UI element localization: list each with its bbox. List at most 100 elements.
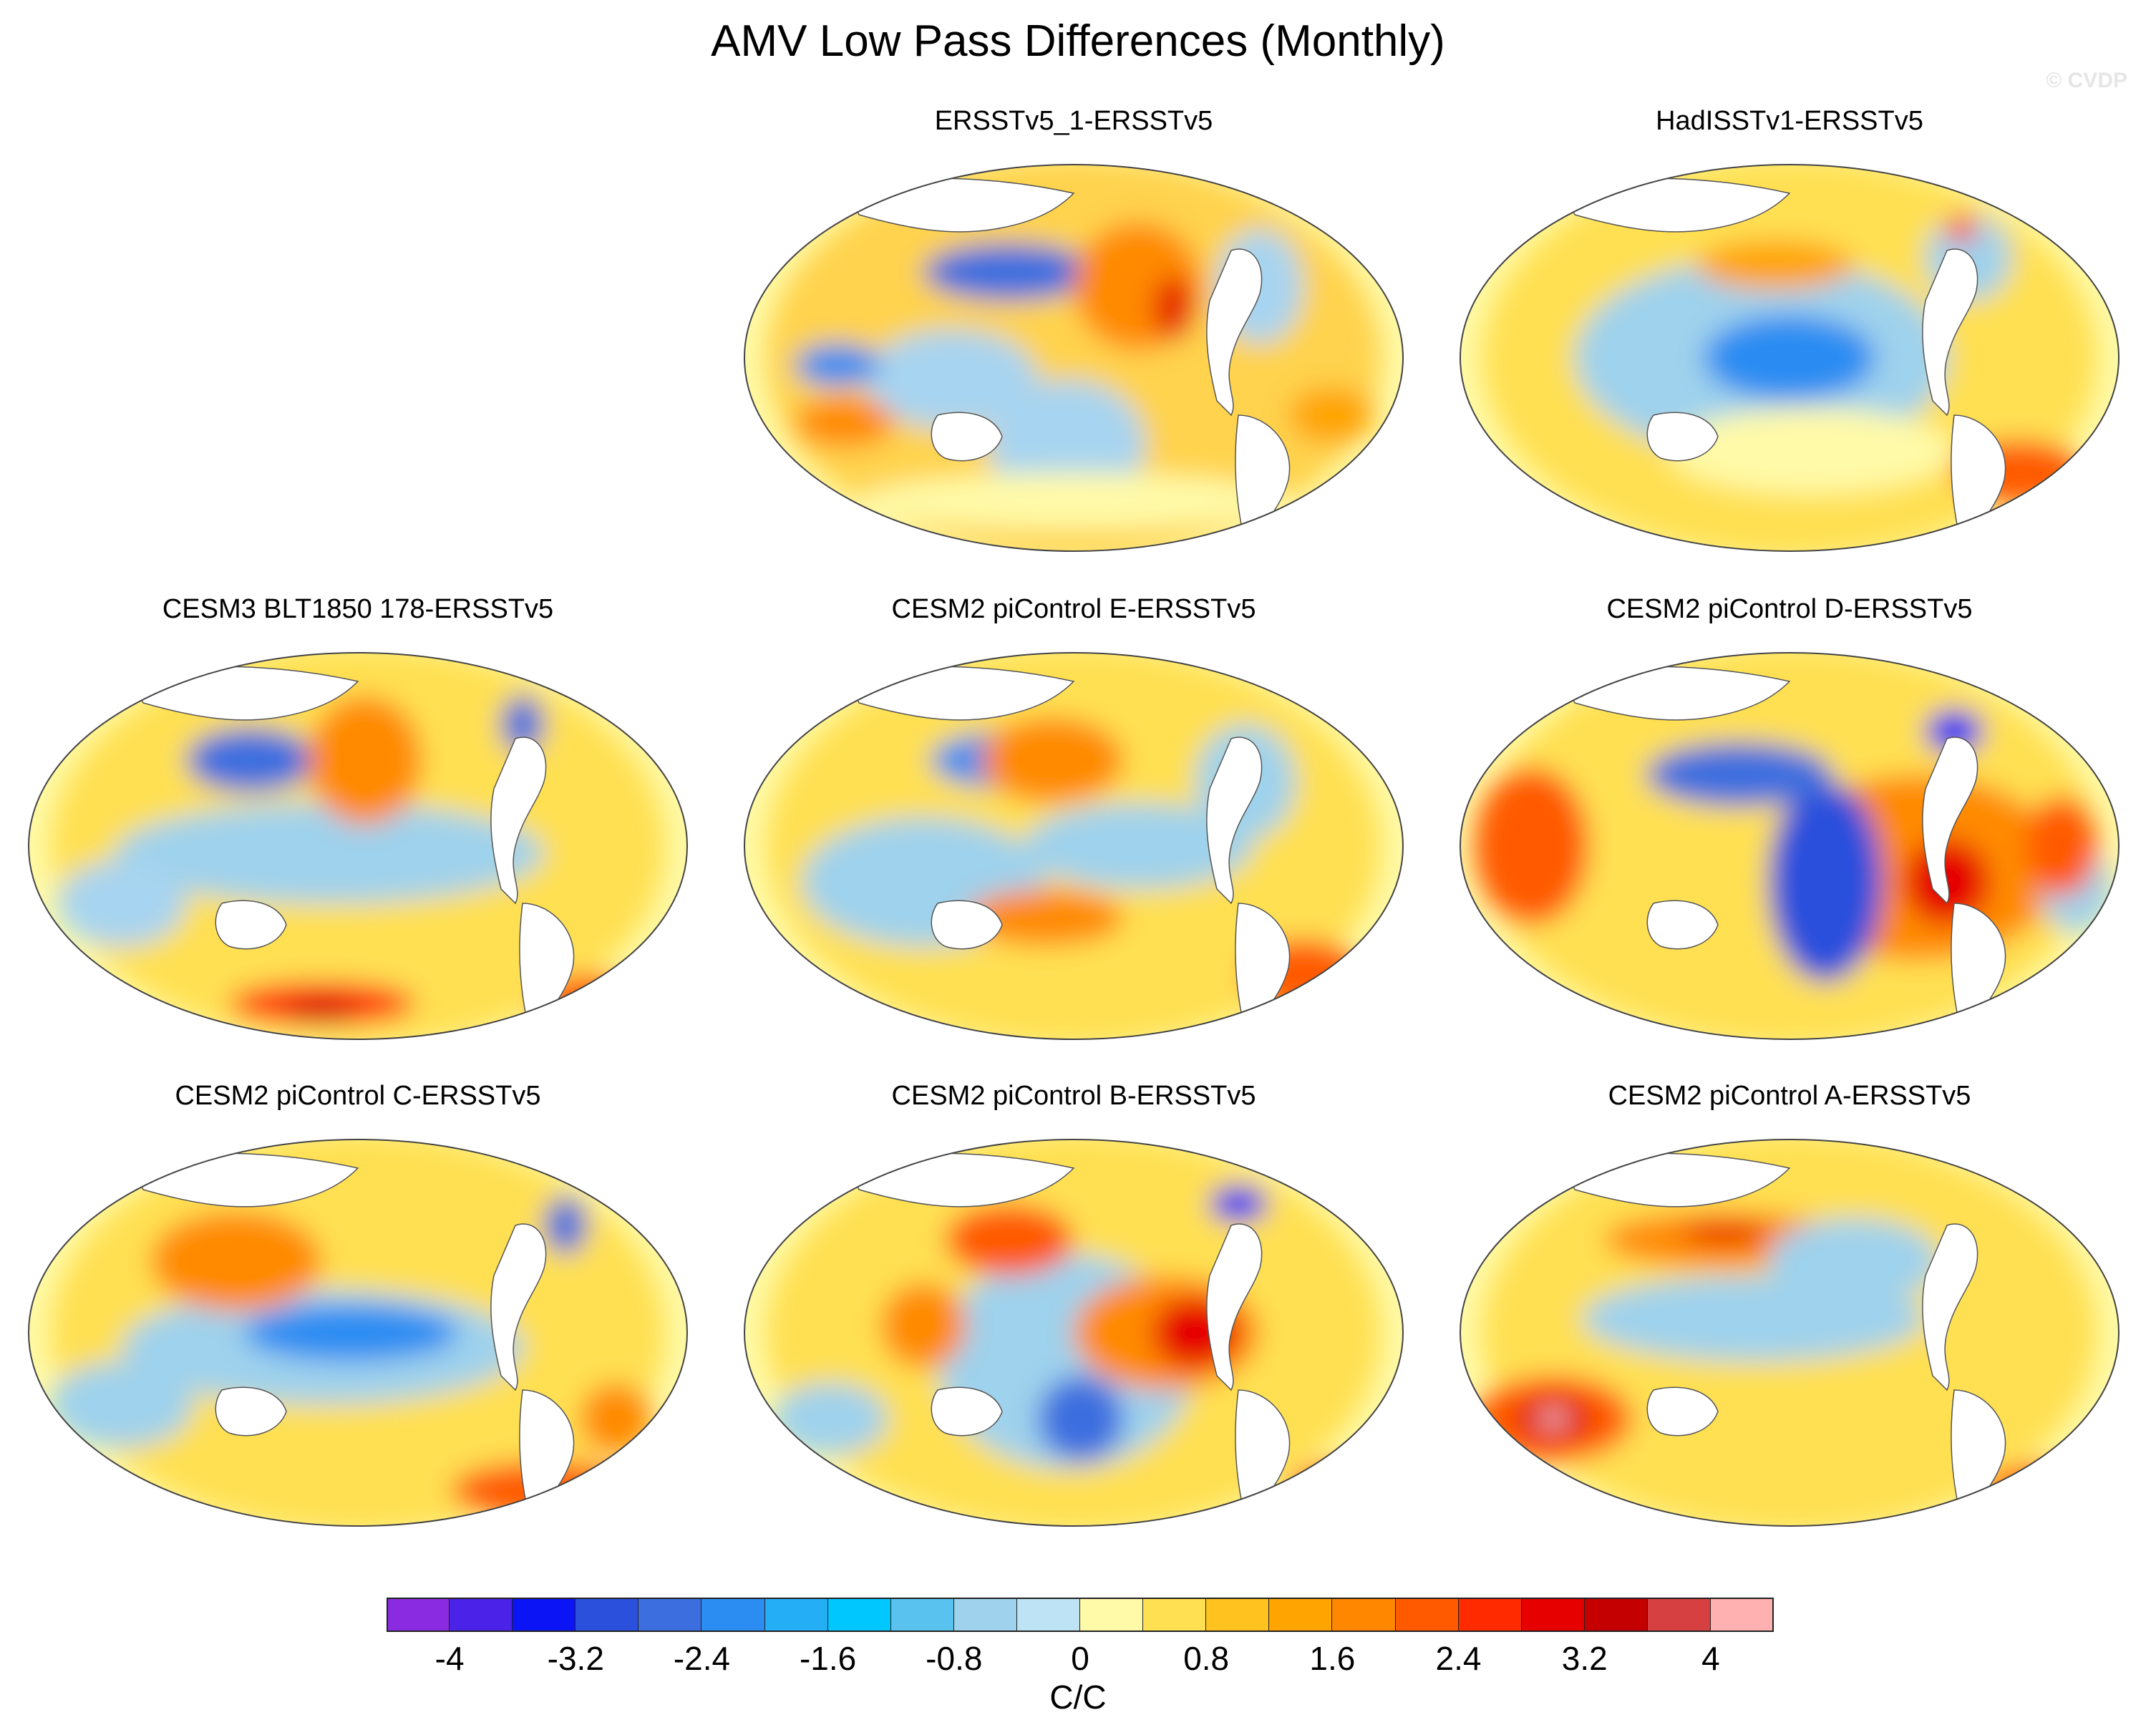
continent-outline bbox=[215, 900, 287, 950]
map-border bbox=[1460, 1139, 2119, 1527]
colorbar-tick-label: 3.2 bbox=[1561, 1640, 1608, 1677]
colorbar bbox=[387, 1598, 1774, 1633]
panel-title: ERSSTv5_1-ERSSTv5 bbox=[934, 106, 1213, 136]
map-border bbox=[744, 1139, 1404, 1527]
anomaly-blob bbox=[2026, 796, 2097, 896]
map-border bbox=[744, 652, 1404, 1040]
watermark: © CVDP bbox=[2046, 69, 2127, 92]
map-panel: CESM3 BLT1850 178-ERSSTv5 bbox=[14, 594, 701, 1052]
anomaly-blob bbox=[945, 1204, 1074, 1275]
panel-title: CESM2 piControl C-ERSSTv5 bbox=[175, 1081, 541, 1111]
robinson-map bbox=[28, 1139, 688, 1527]
colorbar-box bbox=[1206, 1598, 1270, 1632]
map-border bbox=[1460, 164, 2119, 552]
panel-title: CESM3 BLT1850 178-ERSSTv5 bbox=[162, 594, 554, 624]
colorbar-tick-label: -2.4 bbox=[673, 1640, 731, 1677]
colorbar-box bbox=[1143, 1598, 1207, 1632]
anomaly-blob bbox=[1475, 767, 1589, 925]
colorbar-box bbox=[638, 1598, 702, 1632]
colorbar-box bbox=[1080, 1598, 1144, 1632]
colorbar-box bbox=[890, 1598, 954, 1632]
anomaly-blob bbox=[1768, 1218, 1940, 1304]
panel-title: CESM2 piControl A-ERSSTv5 bbox=[1608, 1081, 1971, 1111]
colorbar-box bbox=[1584, 1598, 1648, 1632]
anomaly-blob bbox=[150, 1211, 322, 1311]
anomaly-blob bbox=[795, 344, 880, 387]
map-panel: ERSSTv5_1-ERSSTv5 bbox=[730, 106, 1417, 564]
anomaly-blob bbox=[1646, 742, 1832, 807]
colorbar-tick-label: 0.8 bbox=[1183, 1640, 1230, 1677]
continent-outline bbox=[215, 1386, 287, 1437]
continent-outline bbox=[1922, 248, 1978, 417]
map-panel: CESM2 piControl C-ERSSTv5 bbox=[14, 1081, 701, 1539]
colorbar-box bbox=[1395, 1598, 1459, 1632]
anomaly-blob bbox=[1288, 387, 1374, 444]
continent-outline bbox=[1206, 1223, 1263, 1391]
anomaly-blob bbox=[308, 696, 422, 825]
colorbar-box bbox=[1458, 1598, 1522, 1632]
anomaly-blob bbox=[795, 397, 895, 447]
anomaly-blob bbox=[186, 728, 315, 792]
anomaly-blob bbox=[1024, 803, 1253, 889]
map-panel: CESM2 piControl B-ERSSTv5 bbox=[730, 1081, 1417, 1539]
robinson-map bbox=[1460, 164, 2119, 552]
colorbar-box bbox=[764, 1598, 828, 1632]
continent-outline bbox=[490, 737, 547, 905]
robinson-map bbox=[744, 1139, 1404, 1527]
anomaly-blob bbox=[1152, 276, 1195, 340]
colorbar-box bbox=[1016, 1598, 1081, 1632]
continent-outline bbox=[931, 1386, 1003, 1437]
anomaly-blob bbox=[580, 1383, 651, 1454]
colorbar-tick-label: -4 bbox=[434, 1640, 465, 1677]
continent-outline bbox=[1646, 900, 1719, 950]
colorbar-units: C/C bbox=[1049, 1678, 1107, 1716]
map-border bbox=[28, 652, 688, 1040]
anomaly-blob bbox=[286, 996, 358, 1025]
colorbar-tick-label: 0 bbox=[1071, 1640, 1089, 1677]
panel-title: HadISSTv1-ERSSTv5 bbox=[1656, 106, 1923, 136]
colorbar-box bbox=[953, 1598, 1017, 1632]
continent-outline bbox=[1206, 737, 1263, 905]
anomaly-blob bbox=[1704, 315, 1875, 401]
continent-outline bbox=[1646, 412, 1719, 462]
anomaly-blob bbox=[773, 1383, 888, 1454]
map-panel: CESM2 piControl D-ERSSTv5 bbox=[1446, 594, 2133, 1052]
colorbar-box bbox=[1710, 1598, 1774, 1632]
colorbar-tick-label: -1.6 bbox=[799, 1640, 857, 1677]
panel-title: CESM2 piControl E-ERSSTv5 bbox=[891, 594, 1256, 624]
map-panel: HadISSTv1-ERSSTv5 bbox=[1446, 106, 2133, 564]
figure-title: AMV Low Pass Differences (Monthly) bbox=[711, 16, 1445, 66]
robinson-map bbox=[744, 164, 1404, 552]
robinson-map bbox=[1460, 652, 2119, 1040]
robinson-map bbox=[744, 652, 1404, 1040]
anomaly-blob bbox=[966, 889, 1124, 946]
map-border bbox=[28, 1139, 688, 1527]
anomaly-blob bbox=[50, 1361, 193, 1447]
robinson-map bbox=[28, 652, 688, 1040]
anomaly-blob bbox=[115, 803, 544, 903]
colorbar-box bbox=[1647, 1598, 1711, 1632]
colorbar-box bbox=[387, 1598, 450, 1632]
anomaly-blob bbox=[1983, 1465, 2097, 1515]
colorbar-tick-label: 2.4 bbox=[1435, 1640, 1482, 1677]
colorbar-box bbox=[701, 1598, 765, 1632]
anomaly-blob bbox=[1668, 408, 1954, 494]
anomaly-blob bbox=[501, 696, 544, 753]
anomaly-blob bbox=[1682, 1222, 1768, 1243]
map-border bbox=[1460, 652, 2119, 1040]
continent-outline bbox=[1922, 737, 1978, 905]
anomaly-blob bbox=[981, 717, 1124, 803]
anomaly-blob bbox=[243, 1304, 458, 1361]
colorbar-box bbox=[576, 1598, 639, 1632]
anomaly-blob bbox=[1210, 1186, 1267, 1222]
continent-outline bbox=[931, 412, 1003, 462]
panel-title: CESM2 piControl B-ERSSTv5 bbox=[891, 1081, 1256, 1111]
anomaly-blob bbox=[866, 329, 1038, 429]
anomaly-blob bbox=[923, 243, 1095, 301]
colorbar-box bbox=[1269, 1598, 1333, 1632]
continent-outline bbox=[1922, 1223, 1978, 1391]
colorbar-tick-label: 4 bbox=[1701, 1640, 1720, 1677]
anomaly-blob bbox=[544, 1197, 587, 1254]
map-panel: CESM2 piControl E-ERSSTv5 bbox=[730, 594, 1417, 1052]
colorbar-tick-label: 1.6 bbox=[1309, 1640, 1356, 1677]
